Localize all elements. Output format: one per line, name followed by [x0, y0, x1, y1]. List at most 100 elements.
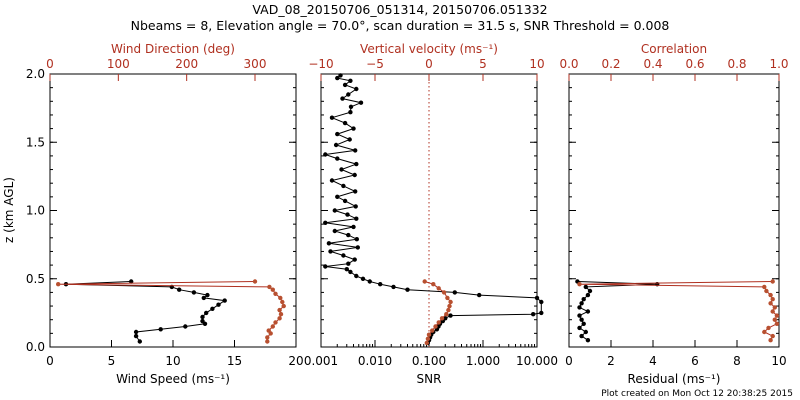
- x-tick-label-top: 300: [244, 57, 267, 71]
- x-tick-label-top: 1.0: [769, 57, 788, 71]
- x-tick-label-top: 5: [479, 57, 487, 71]
- snr-bottom-point: [443, 316, 448, 321]
- snr-bottom-point: [335, 194, 340, 199]
- snr-bottom-point: [353, 148, 358, 153]
- snr-bottom-point: [348, 110, 353, 115]
- residual-bottom-point: [587, 288, 593, 294]
- wind-top-series-line: [58, 281, 285, 342]
- snr-bottom-point: [405, 287, 410, 292]
- panel-frame: [568, 73, 780, 348]
- residual-top-point: [764, 288, 769, 294]
- wind-top-point: [265, 339, 270, 344]
- panel-snr: 0.001 0.010 0.100 1.000 10.000 SNR −10 −5 0 5 10 Ve…: [304, 42, 558, 386]
- figure-title-line2: Nbeams = 8, Elevation angle = 70.0°, sca…: [131, 18, 670, 33]
- residual-bottom-point: [577, 325, 582, 331]
- snr-bottom-point: [354, 273, 359, 279]
- residual-top-point: [577, 282, 582, 287]
- x-axis-label-bottom: Wind Speed (ms⁻¹): [116, 372, 230, 386]
- x-tick-label-bottom: 0.010: [358, 354, 392, 368]
- snr-bottom-point: [354, 86, 359, 92]
- snr-top-point: [433, 324, 438, 329]
- wind-bottom-point: [177, 287, 182, 292]
- snr-top-point: [431, 282, 436, 287]
- x-tick-label-bottom: 0: [565, 354, 573, 368]
- snr-bottom-point: [348, 269, 353, 275]
- snr-top-point: [424, 340, 429, 346]
- snr-top-point: [426, 332, 432, 337]
- snr-top-point: [441, 290, 447, 295]
- x-tick-label-bottom: 0.100: [412, 354, 446, 368]
- residual-top-point: [772, 305, 777, 310]
- wind-bottom-point: [205, 292, 210, 298]
- x-tick-label-top: 10: [529, 57, 544, 71]
- snr-bottom-point: [353, 189, 358, 194]
- residual-top-point: [770, 309, 775, 314]
- snr-top-point: [446, 307, 451, 313]
- panel-frame: [49, 73, 297, 348]
- x-tick-label-bottom: 4: [649, 354, 657, 368]
- wind-top-point: [266, 328, 271, 333]
- y-tick-label: 2.0: [26, 67, 45, 81]
- panel-residual: 0 2 4 6 8 10 Residual (ms⁻¹) 0.0 0.2 0.4 0.6 0.8 1.0…: [559, 42, 788, 386]
- wind-bottom-point: [129, 279, 134, 284]
- x-tick-label-top: 0.8: [727, 57, 746, 71]
- x-tick-label-bottom: 8: [733, 354, 741, 368]
- wind-bottom-point: [204, 310, 209, 316]
- snr-bottom-point: [332, 228, 337, 234]
- x-tick-label-bottom: 6: [691, 354, 699, 368]
- residual-bottom-point: [577, 305, 582, 310]
- wind-bottom-point: [158, 327, 163, 332]
- snr-bottom-point: [341, 183, 346, 189]
- x-tick-label-bottom: 15: [227, 354, 242, 368]
- x-tick-label-bottom: 10.000: [516, 354, 558, 368]
- residual-bottom-point: [585, 292, 591, 298]
- snr-top-point: [445, 295, 450, 301]
- snr-bottom-point: [329, 178, 335, 183]
- residual-top-point: [770, 297, 775, 302]
- snr-bottom-point: [355, 245, 360, 250]
- snr-top-point: [448, 299, 453, 305]
- residual-bottom-point: [577, 313, 582, 318]
- residual-bottom-point: [579, 301, 584, 306]
- snr-bottom-point: [351, 126, 356, 131]
- residual-bottom-point: [581, 297, 586, 302]
- wind-top-point: [252, 279, 258, 284]
- snr-bottom-point: [347, 137, 352, 142]
- wind-bottom-point: [200, 314, 205, 320]
- residual-bottom-point: [583, 284, 588, 290]
- wind-top-point: [265, 335, 270, 340]
- snr-bottom-point: [335, 131, 340, 137]
- y-tick-label: 0.5: [26, 272, 45, 286]
- snr-bottom-point: [539, 299, 544, 305]
- snr-bottom-point: [352, 257, 357, 262]
- snr-bottom-point: [452, 290, 457, 295]
- snr-bottom-point: [539, 310, 544, 316]
- residual-top-point: [768, 292, 773, 298]
- wind-top-point: [270, 324, 275, 329]
- snr-bottom-point: [351, 224, 356, 230]
- snr-bottom-point: [341, 253, 346, 258]
- x-tick-label-bottom: 5: [108, 354, 116, 368]
- x-tick-label-top: 0.4: [643, 57, 662, 71]
- x-tick-label-top: 0.6: [685, 57, 704, 71]
- x-tick-label-top: 0.2: [601, 57, 620, 71]
- wind-bottom-series-line: [65, 281, 227, 342]
- wind-bottom-point: [201, 295, 206, 301]
- residual-top-point: [770, 279, 775, 284]
- wind-bottom-point: [137, 339, 142, 344]
- snr-bottom-point: [531, 312, 536, 317]
- wind-top-point: [280, 299, 285, 305]
- snr-bottom-point: [354, 237, 359, 242]
- snr-top-point: [436, 320, 441, 325]
- snr-bottom-point: [340, 96, 345, 101]
- snr-bottom-point: [352, 172, 357, 178]
- wind-top-point: [273, 320, 278, 325]
- snr-top-point: [444, 312, 449, 317]
- residual-bottom-point: [583, 329, 588, 335]
- y-tick-label: 1.5: [26, 135, 45, 149]
- x-tick-label-bottom: 0: [46, 354, 54, 368]
- snr-top-point: [436, 286, 441, 291]
- y-tick-label: 0.0: [26, 340, 45, 354]
- snr-top-series-line: [424, 281, 452, 344]
